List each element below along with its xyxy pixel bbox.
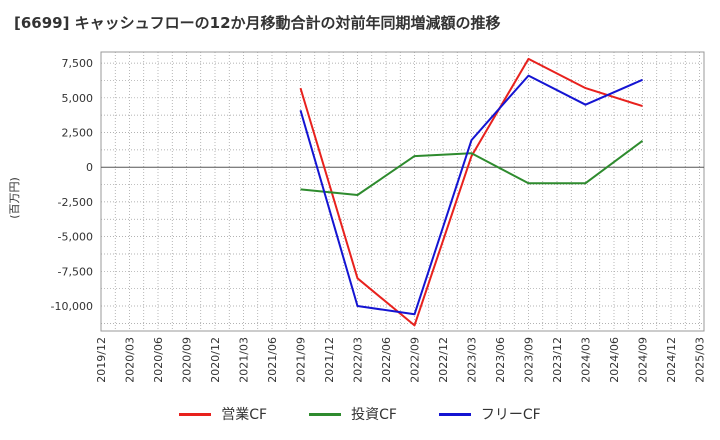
x-tick-label: 2020/03 — [124, 337, 137, 383]
legend-swatch — [179, 412, 212, 416]
y-tick-label: -5,000 — [58, 231, 93, 244]
x-tick-label: 2021/12 — [323, 337, 336, 383]
y-tick-label: -10,000 — [51, 300, 93, 313]
y-axis-label: (百万円) — [8, 177, 21, 219]
y-tick-labels: 7,500 5,000 2,500 0 -2,500 -5,000 -7,500 -10,00… — [51, 57, 93, 313]
x-tick-label: 2022/09 — [409, 337, 422, 383]
y-tick-label: 2,500 — [62, 127, 94, 140]
x-tick-label: 2022/03 — [352, 337, 365, 383]
x-tick-labels: 2019/12 2020/03 2020/06 2020/09 2020/12 2021/… — [95, 337, 707, 383]
y-tick-label: 5,000 — [62, 92, 94, 105]
x-tick-label: 2023/09 — [523, 337, 536, 383]
x-tick-label: 2022/06 — [380, 337, 393, 383]
legend-swatch — [438, 412, 471, 416]
x-tick-label: 2019/12 — [95, 337, 108, 383]
x-tick-label: 2024/12 — [665, 337, 678, 383]
legend: 営業CF 投資CF フリーCF — [0, 404, 720, 424]
plot-area — [100, 51, 705, 332]
x-tick-label: 2021/03 — [238, 337, 251, 383]
series-lines — [299, 57, 644, 327]
x-tick-label: 2024/03 — [580, 337, 593, 383]
x-tick-label: 2023/03 — [466, 337, 479, 383]
y-tick-label: -7,500 — [58, 265, 93, 278]
x-tick-label: 2023/12 — [551, 337, 564, 383]
legend-label: 投資CF — [351, 407, 397, 423]
legend-swatch — [309, 412, 342, 416]
series-line-営業CF — [299, 57, 643, 327]
y-tick-label: 0 — [86, 161, 93, 174]
legend-item: 投資CF — [309, 404, 397, 424]
series-line-投資CF — [300, 139, 644, 196]
x-tick-label: 2022/12 — [437, 337, 450, 383]
y-tick-label: -2,500 — [58, 196, 93, 209]
legend-label: フリーCF — [480, 407, 541, 423]
legend-item: フリーCF — [438, 404, 541, 424]
grid-lines — [101, 52, 704, 331]
chart-title: [6699] キャッシュフローの12か月移動合計の対前年同期増減額の推移 — [14, 14, 501, 32]
x-tick-label: 2021/09 — [295, 337, 308, 383]
x-tick-label: 2020/12 — [209, 337, 222, 383]
x-tick-label: 2021/06 — [266, 337, 279, 383]
x-tick-label: 2023/06 — [494, 337, 507, 383]
x-tick-label: 2020/09 — [181, 337, 194, 383]
x-tick-label: 2024/09 — [637, 337, 650, 383]
legend-label: 営業CF — [221, 407, 268, 423]
x-tick-label: 2025/03 — [694, 337, 707, 383]
y-tick-label: 7,500 — [62, 57, 94, 70]
x-tick-label: 2024/06 — [608, 337, 621, 383]
x-tick-label: 2020/06 — [152, 337, 165, 383]
legend-item: 営業CF — [179, 404, 267, 424]
series-line-フリーCF — [299, 74, 643, 316]
